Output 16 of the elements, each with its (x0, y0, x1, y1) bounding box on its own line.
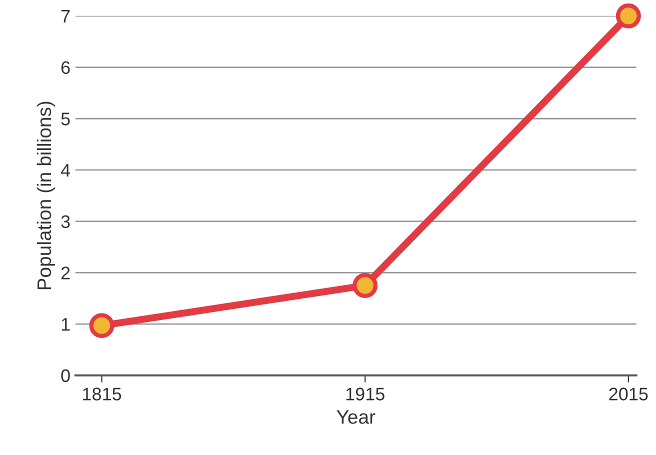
y-axis-title: Population (in billions) (36, 102, 55, 290)
point (352, 273, 378, 298)
x-tick-label: 2015 (609, 388, 648, 400)
y-tick-label: 5 (61, 112, 70, 126)
y-tick-label: 6 (61, 61, 70, 74)
y-tick-label: 2 (61, 266, 70, 280)
x-tick-label: 1815 (83, 388, 122, 400)
y-tick-label: 7 (61, 10, 70, 22)
y-tick-label: 4 (60, 164, 70, 177)
x-tick-label: 1915 (346, 388, 384, 400)
point (89, 313, 114, 338)
x-axis-title: Year (336, 410, 376, 424)
y-tick-label: 3 (61, 215, 70, 228)
y-tick-label: 0 (61, 369, 70, 382)
point (616, 3, 641, 28)
y-tick-label: 1 (62, 318, 70, 331)
